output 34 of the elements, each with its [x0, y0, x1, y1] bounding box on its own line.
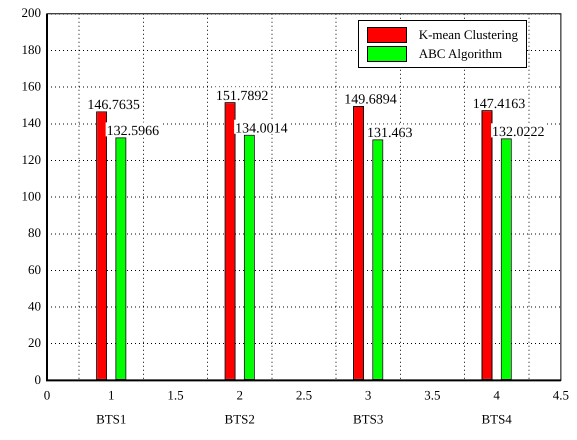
y-tick-label: 0	[34, 372, 41, 387]
text: BTS1	[96, 411, 126, 426]
data-label: 132.5966	[106, 124, 160, 140]
y-tick-label: 40	[28, 298, 41, 314]
data-label: 149.6894	[344, 92, 397, 108]
x-tick-label: 3	[364, 388, 372, 403]
data-label: 134.0014	[235, 121, 288, 136]
text: BTS4	[481, 411, 512, 426]
x-tick-label: 2	[236, 388, 243, 403]
x-tick-label: 3.5	[424, 388, 441, 403]
x-tick-label: 4	[493, 388, 500, 403]
x-tick-label: 1.5	[167, 388, 184, 403]
y-tick-label: 20	[28, 335, 41, 350]
y-tick-label: 100	[22, 188, 41, 204]
data-label: 146.7635	[87, 98, 140, 114]
legend-label: ABC Algorithm	[418, 46, 502, 62]
y-tick-label: 180	[22, 42, 41, 57]
x-tick-label: 4.5	[552, 388, 569, 403]
legend-label: K-mean Clustering	[418, 26, 518, 42]
y-tick-label: 140	[22, 115, 41, 130]
data-label: 131.463	[367, 126, 413, 142]
text: BTS2	[224, 411, 255, 426]
data-label: 151.7892	[216, 88, 268, 104]
y-tick-label: 160	[22, 78, 41, 94]
y-tick-label: 120	[22, 152, 41, 167]
x-tick-label: 2.5	[296, 388, 312, 403]
x-tick-label: 1	[108, 388, 114, 403]
text: BTS3	[353, 411, 384, 426]
y-tick-label: 80	[28, 225, 41, 240]
data-label: 147.4163	[472, 96, 526, 112]
x-tick-label: 0	[44, 388, 50, 403]
data-label: 132.0222	[492, 125, 545, 140]
y-tick-label: 60	[28, 262, 41, 277]
y-tick-label: 200	[22, 5, 41, 20]
